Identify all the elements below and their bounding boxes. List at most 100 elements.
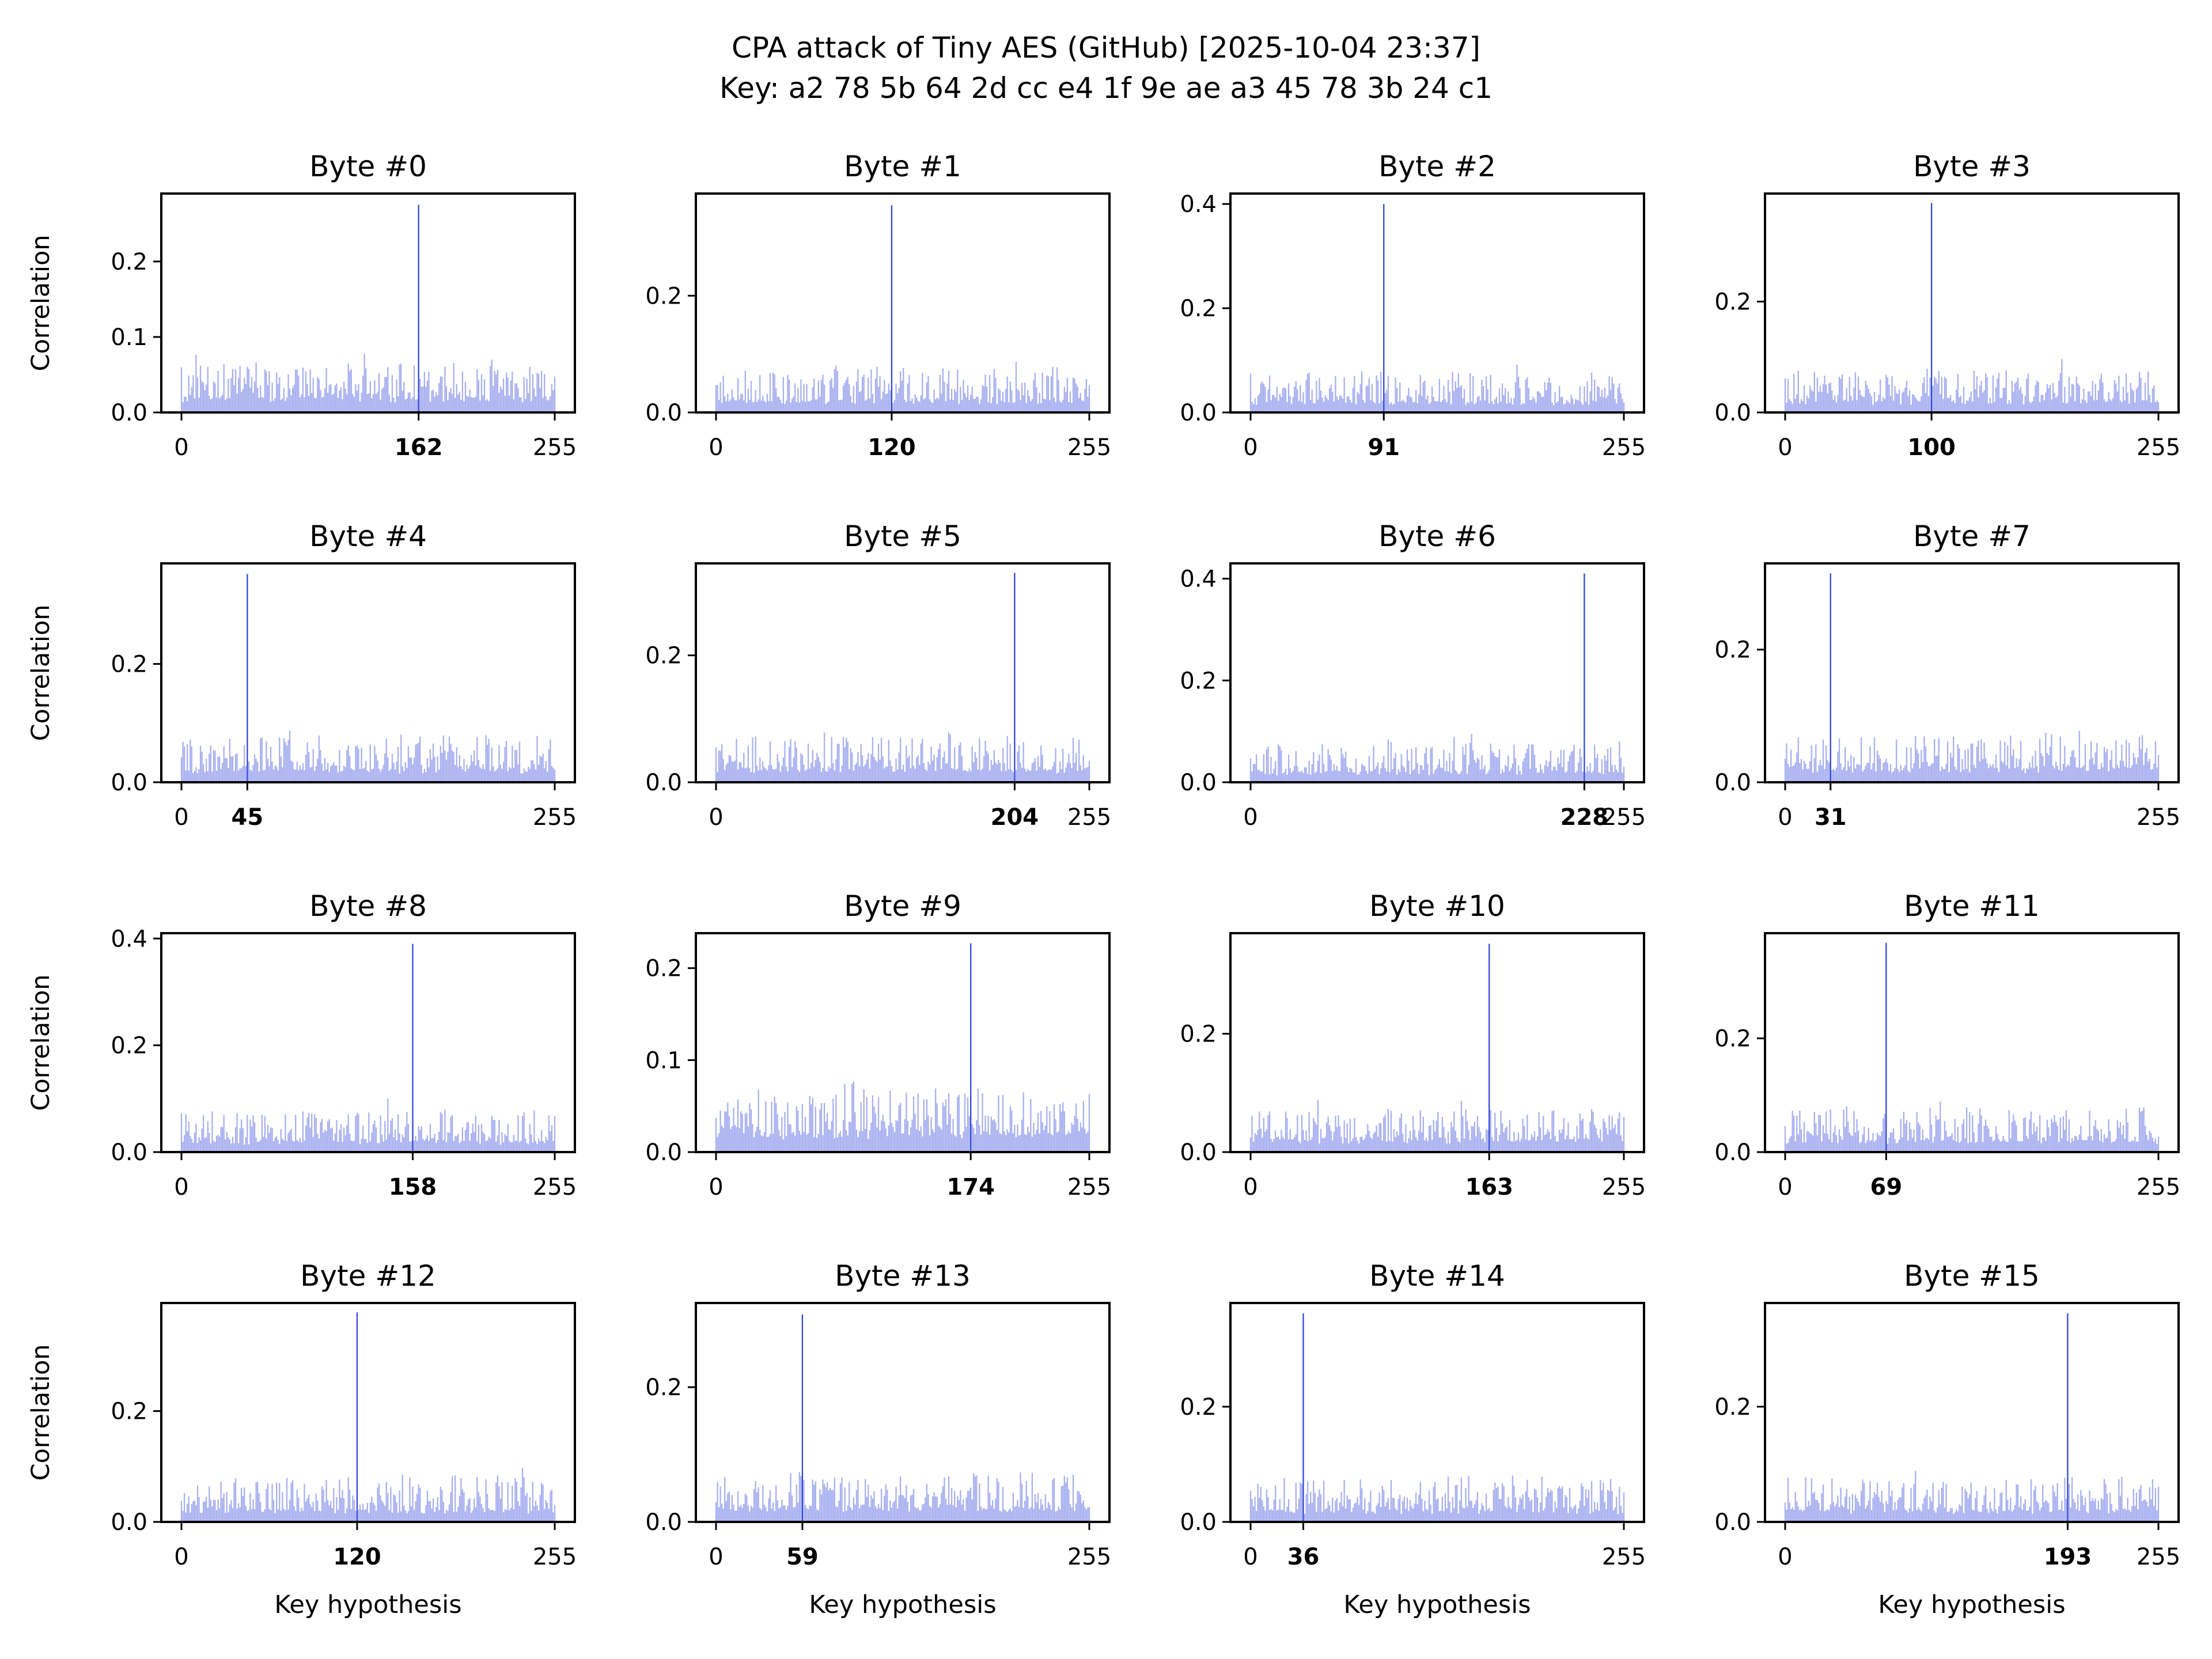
bar [760,1135,762,1152]
bar [782,377,785,412]
bar [1623,767,1625,782]
bar [797,1502,799,1522]
bar [1832,768,1834,782]
bar [1566,400,1568,412]
bar [1932,1142,1934,1152]
bar [2131,1506,2133,1522]
bar [2042,1484,2044,1522]
bar [2130,1512,2131,1522]
bar [1532,396,1534,412]
bar [1849,377,1850,412]
bar [1476,1116,1479,1152]
bar [1063,772,1065,782]
bar [1941,377,1943,412]
bar [1544,765,1546,782]
bar [895,384,897,412]
bar [964,1093,966,1152]
bar [724,396,726,412]
bar [323,1132,324,1152]
bar [1965,1107,1968,1152]
bar [1071,768,1073,782]
bar [760,1509,762,1522]
bar [1837,751,1839,782]
bar [858,766,861,782]
bar [1608,376,1610,412]
bar [1903,768,1904,782]
bar [1827,1509,1828,1522]
bar [775,1103,777,1152]
bar [270,1127,272,1152]
bar [207,1508,209,1522]
bar [1264,1131,1266,1152]
bar [968,768,970,782]
bar [1031,1137,1033,1152]
bar [2083,1140,2085,1152]
bar [895,1487,897,1522]
bar [432,743,434,782]
bar [970,395,972,412]
bar [282,1138,283,1152]
bar [760,770,762,782]
bar [311,1113,313,1152]
bar [1335,770,1336,782]
bar [1077,1119,1078,1152]
bar-series [1249,1313,1625,1522]
bar [1810,745,1812,782]
bar [344,388,346,412]
bar [1607,1134,1609,1152]
bar [747,745,749,782]
bar [1551,402,1553,412]
bar [2005,370,2007,412]
bar [1068,1131,1070,1152]
bar [1822,1125,1824,1152]
bar [1400,1514,1402,1522]
bar [1313,403,1315,412]
bar [1266,402,1268,412]
bar [2125,740,2127,782]
bar [1598,1510,1600,1522]
bar [1531,744,1533,782]
bar [410,1506,412,1522]
bar [2078,1134,2080,1152]
bar [731,761,733,782]
bar [1584,1138,1585,1152]
bar [1491,751,1493,782]
bar [2100,1498,2103,1522]
bar [2096,1509,2098,1522]
bar [1297,1509,1298,1522]
bar [2128,743,2130,782]
bar [977,769,979,782]
bar [478,760,479,782]
bar [422,386,424,412]
bar [1533,399,1536,412]
bar [1975,767,1976,782]
bar [1295,1134,1297,1152]
bar [1466,1120,1468,1152]
bar [1900,765,1902,782]
bar [2131,765,2133,782]
bar [1503,395,1505,412]
bar [971,746,973,782]
bar [2058,770,2060,782]
bar [1552,405,1555,412]
bar [1501,383,1503,412]
bar [923,1503,925,1522]
bar [2007,404,2009,412]
subplot-title: Byte #0 [309,150,427,183]
bar [375,754,377,782]
bar [377,1487,378,1522]
bar [1884,1512,1885,1522]
bar [1919,1509,1921,1522]
bar [1797,370,1800,412]
bar [2068,766,2070,782]
bar [1443,749,1445,782]
bar [466,1123,468,1152]
bar [1043,1510,1045,1522]
bar [355,1116,357,1152]
bar [343,766,345,782]
y-tick-label: 0.2 [111,1033,147,1059]
bar [372,768,374,782]
bar [1321,397,1323,412]
bar [187,401,188,412]
bar [311,767,313,782]
